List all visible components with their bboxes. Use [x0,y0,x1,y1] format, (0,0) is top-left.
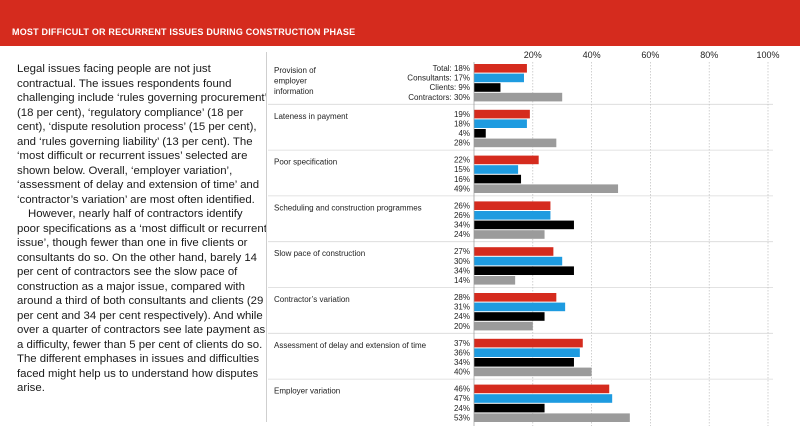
value-label: 14% [454,276,470,285]
bar [474,138,557,148]
value-label: 19% [454,110,470,119]
bar [474,83,501,92]
value-label: 18% [454,119,470,128]
bar [474,384,610,394]
x-tick-label: 80% [700,50,718,60]
value-label: 31% [454,303,470,312]
value-label: 16% [454,175,470,184]
category-label: employer [274,77,307,86]
category-label: Poor specification [274,158,337,167]
value-label: 4% [458,129,470,138]
value-label: 24% [454,404,470,413]
bar [474,293,557,302]
category-label: Employer variation [274,387,340,396]
article-text: Legal issues facing people are not just … [17,62,267,396]
value-label: 34% [454,221,470,230]
value-label: 26% [454,211,470,220]
value-label: 27% [454,247,470,256]
bar [474,230,545,239]
bar [474,64,527,73]
value-label: Total: 18% [433,64,470,73]
x-tick-label: 60% [641,50,659,60]
bar [474,211,551,220]
bar [474,73,524,83]
category-label: Slow pace of construction [274,249,365,258]
value-label: 15% [454,165,470,174]
bar [474,165,519,174]
bar [474,220,574,230]
category-label: Provision of [274,66,317,75]
value-label: 34% [454,358,470,367]
category-label: Contractor’s variation [274,295,350,304]
bar [474,413,630,422]
value-label: Consultants: 17% [407,74,470,83]
value-label: 37% [454,339,470,348]
value-label: 53% [454,413,470,422]
bar [474,312,545,321]
category-label: Lateness in payment [274,112,349,121]
value-label: 34% [454,266,470,275]
value-label: 49% [454,184,470,193]
value-label: 28% [454,293,470,302]
value-label: 26% [454,201,470,210]
x-tick-label: 100% [756,50,779,60]
bar [474,276,516,285]
bar [474,367,592,377]
x-tick-label: 40% [583,50,601,60]
bar-chart: 20% 40% 60% 80% 100% Provision of employerinfo… [268,50,780,426]
bar [474,266,574,275]
value-label: 24% [454,312,470,321]
bar [474,348,580,357]
bar [474,394,613,403]
bar [474,403,545,413]
bar [474,201,551,210]
category-label: Assessment of delay and extension of tim… [274,341,427,350]
bar [474,119,527,128]
value-label: 30% [454,257,470,266]
value-label: 28% [454,139,470,148]
column-divider [266,52,267,422]
bar [474,184,619,193]
bar [474,129,486,138]
bar [474,358,574,367]
bar [474,302,566,312]
bar [474,109,530,119]
value-label: 36% [454,348,470,357]
value-label: Contractors: 30% [408,93,470,102]
bar [474,155,539,165]
category-label: information [274,87,314,96]
bar [474,174,522,184]
x-tick-label: 20% [524,50,542,60]
article-paragraph-1: Legal issues facing people are not just … [17,63,267,206]
bar [474,321,533,331]
bar [474,247,554,256]
value-label: 24% [454,230,470,239]
value-label: 40% [454,368,470,377]
chart-title: MOST DIFFICULT OR RECURRENT ISSUES DURIN… [12,27,356,37]
value-label: 46% [454,385,470,394]
bar [474,256,563,266]
header-bar: MOST DIFFICULT OR RECURRENT ISSUES DURIN… [0,0,800,46]
value-label: Clients: 9% [430,83,470,92]
value-label: 22% [454,156,470,165]
value-label: 20% [454,322,470,331]
value-label: 47% [454,394,470,403]
bar [474,92,563,102]
article-paragraph-2: However, nearly half of contractors iden… [17,208,267,394]
category-label: Scheduling and construction programmes [274,203,422,212]
bar [474,338,583,348]
